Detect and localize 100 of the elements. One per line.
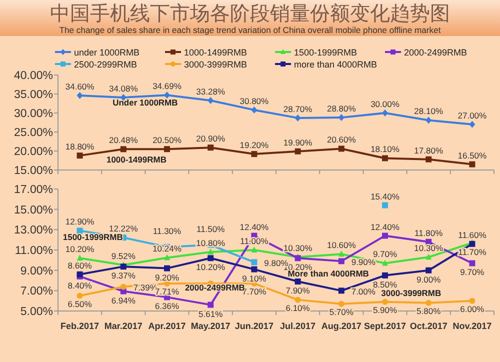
data-label: 12.40% <box>370 222 400 232</box>
point <box>338 250 344 257</box>
x-tick-label: Feb.2017 <box>60 321 100 331</box>
data-label: 11.70% <box>458 246 487 257</box>
legend-label: 1000-1499RMB <box>184 48 248 58</box>
point <box>426 156 432 162</box>
point <box>76 292 83 299</box>
data-label: 33.28% <box>196 86 226 97</box>
data-label: 11.50% <box>196 224 226 234</box>
data-label: 16.50% <box>458 150 488 160</box>
legend-label: under 1000RMB <box>74 48 140 58</box>
data-label: 20.90% <box>196 134 226 144</box>
data-label: 12.40% <box>240 222 270 232</box>
y-tick-label: 30.00% <box>14 108 53 120</box>
data-label: 19.90% <box>283 137 313 148</box>
legend-label: 1500-1999RMB <box>294 48 358 58</box>
data-label: 8.50% <box>372 279 398 290</box>
point <box>76 92 83 100</box>
point <box>208 97 214 104</box>
legend-label: 3000-3999RMB <box>184 60 248 70</box>
data-label: 10.30% <box>283 243 313 254</box>
point <box>251 246 258 252</box>
data-label: 11.60% <box>458 230 487 240</box>
point <box>251 259 258 266</box>
y-tick-label: 40.00% <box>14 70 53 82</box>
x-tick-label: Nov.2017 <box>452 321 492 331</box>
y-tick-label: 35.00% <box>14 89 53 101</box>
data-label: 6.36% <box>154 301 180 312</box>
point <box>338 146 344 152</box>
data-label: 9.37% <box>111 270 136 281</box>
legend-label: 2000-2499RMB <box>404 48 468 58</box>
y-tick-label: 9.00% <box>20 265 53 278</box>
data-label: 10.60% <box>326 240 356 250</box>
data-label: 12.22% <box>108 224 138 234</box>
data-label: 20.50% <box>152 135 182 146</box>
point <box>338 258 344 264</box>
y-tick-label: 11.00% <box>14 245 53 257</box>
data-label: 11.80% <box>414 228 444 238</box>
data-label: 7.00% <box>351 286 376 297</box>
data-label: 15.40% <box>370 191 400 202</box>
point <box>426 300 432 306</box>
point <box>338 114 344 122</box>
data-label: 12.90% <box>65 216 95 227</box>
point <box>382 260 388 266</box>
data-label: 34.08% <box>108 83 138 94</box>
x-tick-label: Aug.2017 <box>321 321 362 331</box>
y-tick-label: 7.00% <box>20 286 53 298</box>
point <box>469 260 476 266</box>
data-label: 8.60% <box>68 260 92 270</box>
y-tick-label: 13.00% <box>14 224 53 237</box>
data-label: 5.61% <box>198 308 224 319</box>
point <box>208 248 214 255</box>
point <box>469 120 476 128</box>
point <box>208 144 214 151</box>
data-label: 11.30% <box>152 226 182 236</box>
point <box>382 232 388 239</box>
x-tick-label: Jun.2017 <box>234 321 274 331</box>
x-tick-label: Oct.2017 <box>410 321 448 331</box>
chart-title: 中国手机线下市场各阶段销量份额变化趋势图 <box>50 3 450 25</box>
x-tick-label: Jul.2017 <box>280 321 316 331</box>
point <box>120 284 126 290</box>
point <box>338 300 344 307</box>
data-label: 5.70% <box>329 306 354 317</box>
data-label: 19.20% <box>240 140 270 150</box>
point <box>469 298 476 304</box>
data-label: 9.90% <box>351 257 376 268</box>
data-label: 18.80% <box>65 142 95 152</box>
data-label: 10.20% <box>65 244 95 254</box>
data-label: 18.10% <box>370 144 400 154</box>
point <box>382 272 388 278</box>
point <box>338 288 344 294</box>
data-label: 6.50% <box>68 298 92 309</box>
x-tick-label: Mar.2017 <box>104 321 142 331</box>
point <box>208 302 214 308</box>
annotation: Under 1000RMB <box>112 97 178 108</box>
data-label: 34.60% <box>65 82 95 92</box>
data-label: 10.30% <box>414 243 444 254</box>
y-tick-label: 25.00% <box>14 127 53 139</box>
data-label: 9.00% <box>416 274 442 284</box>
data-label: 20.60% <box>326 134 356 145</box>
data-label: 6.00% <box>460 304 485 314</box>
point <box>382 298 388 305</box>
data-label: 20.48% <box>108 135 138 146</box>
data-label: 7.71% <box>154 286 180 296</box>
data-label: 9.20% <box>154 272 180 282</box>
data-label: 28.70% <box>283 104 313 114</box>
data-label: 5.80% <box>416 306 442 316</box>
y-tick-label: 5.00% <box>20 306 53 318</box>
data-label: 8.40% <box>68 280 92 290</box>
x-tick-label: Apr.2017 <box>148 321 186 331</box>
point <box>469 161 476 168</box>
point <box>251 106 258 114</box>
annotation: 1000-1499RMB <box>106 154 166 164</box>
legend-label: more than 4000RMB <box>294 60 378 70</box>
point <box>76 152 83 159</box>
data-label: 7.90% <box>286 286 310 296</box>
point <box>251 151 258 158</box>
annotation: 3000-3999RMB <box>381 288 442 298</box>
point <box>251 266 258 272</box>
x-tick-label: Sept.2017 <box>364 321 406 331</box>
